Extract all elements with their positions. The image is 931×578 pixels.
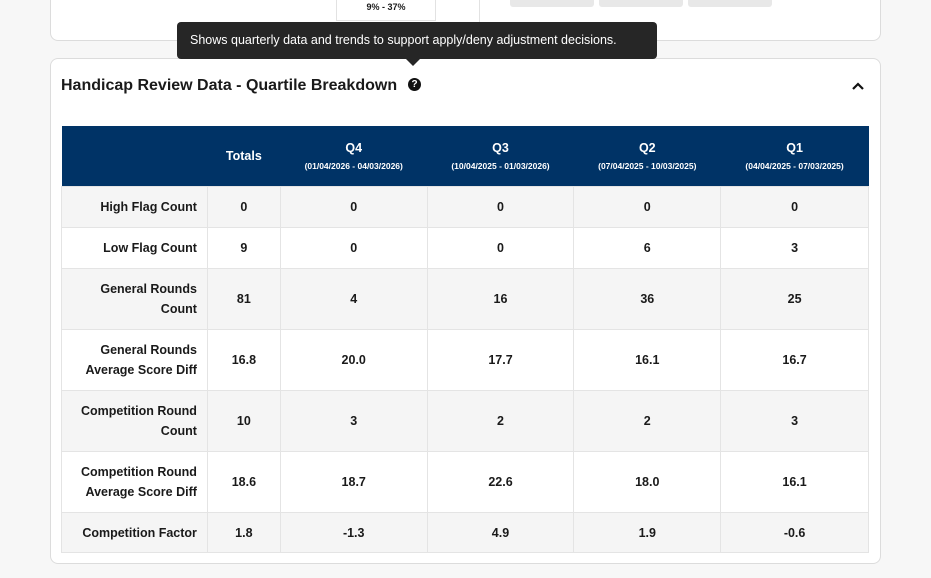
button[interactable] [599,0,683,7]
value-cell: -0.6 [720,512,869,553]
value-cell: 0 [279,186,428,228]
help-icon[interactable]: ? [408,78,421,91]
table-row: General Rounds Average Score Diff 16.8 20.… [61,329,869,391]
row-label: High Flag Count [100,200,197,214]
value-cell: 22.6 [426,451,575,513]
header-cell: Q1 (04/04/2025 - 07/03/2025) [720,126,869,187]
row-label: General Rounds Average Score Diff [85,343,197,377]
button[interactable] [688,0,772,7]
value-cell: 16.8 [206,329,281,391]
column-range: (04/04/2025 - 07/03/2025) [745,161,844,171]
table-row: High Flag Count 0 0 0 0 0 [61,186,869,228]
row-label-cell: Competition Factor [61,512,208,553]
value-cell: 3 [720,390,869,452]
value-cell: 17.7 [426,329,575,391]
value-cell: 2 [573,390,722,452]
value-cell: 16.1 [573,329,722,391]
value-cell: 3 [720,227,869,269]
value-cell: 4 [279,268,428,330]
column-range: (07/04/2025 - 10/03/2025) [598,161,697,171]
value-cell: 16.7 [720,329,869,391]
column-range: (01/04/2026 - 04/03/2026) [304,161,403,171]
header-cell [61,126,208,187]
header-cell: Q3 (10/04/2025 - 01/03/2026) [427,126,574,187]
table-row: Low Flag Count 9 0 0 6 3 [61,227,869,269]
row-label: Competition Factor [82,525,197,540]
row-label-cell: General Rounds Count [61,268,208,330]
column-label: Q4 [345,141,363,155]
value-cell: 18.7 [279,451,428,513]
row-label: Low Flag Count [103,241,197,255]
row-label: Competition Round Count [80,404,197,438]
section-card: Handicap Review Data - Quartile Breakdow… [50,58,881,564]
table-row: Competition Round Count 10 3 2 2 3 [61,390,869,452]
row-label-cell: Competition Round Average Score Diff [61,451,208,513]
header-cell: Totals [207,126,281,187]
table-row: Competition Factor 1.8 -1.3 4.9 1.9 -0.6 [61,512,869,553]
row-label-cell: Low Flag Count [61,227,208,269]
value-cell: 9 [206,227,281,269]
section-title: Handicap Review Data - Quartile Breakdow… [61,77,398,94]
value-cell: 0 [279,227,428,269]
column-label: Q2 [638,141,656,155]
value-cell: 10 [206,390,281,452]
header-cell: Q2 (07/04/2025 - 10/03/2025) [573,126,721,187]
value-cell: 0 [426,186,575,228]
range-text: 9% - 37% [336,0,436,21]
row-label-cell: Competition Round Count [61,390,208,452]
value-cell: 0 [206,186,281,228]
column-label: Totals [225,149,262,163]
column-label: Q1 [786,141,803,155]
button[interactable] [510,0,594,7]
value-cell: 16.1 [720,451,869,513]
table-row: Competition Round Average Score Diff 18.6… [61,451,869,513]
value-cell: 4.9 [426,512,575,553]
row-label: Competition Round Average Score Diff [80,465,197,499]
divider [479,0,480,40]
tooltip: Shows quarterly data and trends to suppo… [177,22,657,66]
value-cell: 0 [573,186,722,228]
value-cell: -1.3 [279,512,428,553]
value-cell: 2 [426,390,575,452]
value-cell: 81 [206,268,281,330]
value-cell: 16 [426,268,575,330]
column-range: (10/04/2025 - 01/03/2026) [451,161,550,171]
row-label: General Rounds Count [100,282,197,316]
column-label: Q3 [492,141,509,155]
value-cell: 6 [573,227,722,269]
header-row: Totals Q4 (01/04/2026 - 04/03/2026) Q3 (10/0… [61,126,869,187]
value-cell: 0 [720,186,869,228]
table-body: High Flag Count 0 0 0 0 0 Low Flag Count 9 0 0 6 3 G… [61,186,869,553]
header-cell: Q4 (01/04/2026 - 04/03/2026) [280,126,428,187]
value-cell: 36 [573,268,722,330]
value-cell: 20.0 [279,329,428,391]
value-cell: 18.6 [206,451,281,513]
value-cell: 1.8 [206,512,281,553]
collapse-toggle[interactable] [851,79,865,93]
table-row: General Rounds Count 81 4 16 36 25 [61,268,869,330]
value-cell: 25 [720,268,869,330]
row-label-cell: General Rounds Average Score Diff [61,329,208,391]
quartile-table: Totals Q4 (01/04/2026 - 04/03/2026) Q3 (10/0… [61,126,869,553]
value-cell: 0 [426,227,575,269]
value-cell: 3 [279,390,428,452]
value-cell: 1.9 [573,512,722,553]
row-label-cell: High Flag Count [61,186,208,228]
value-cell: 18.0 [573,451,722,513]
